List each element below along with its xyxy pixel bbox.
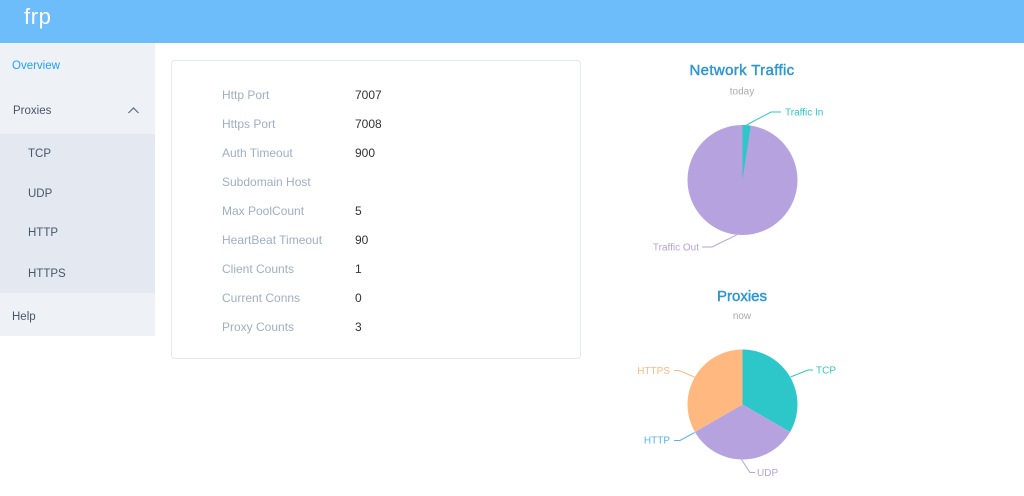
svg-text:Traffic In: Traffic In bbox=[785, 108, 823, 119]
svg-text:today: today bbox=[730, 87, 754, 98]
svg-text:UDP: UDP bbox=[757, 468, 778, 479]
svg-text:Network Traffic: Network Traffic bbox=[690, 62, 795, 79]
svg-text:HTTP: HTTP bbox=[644, 436, 670, 447]
svg-text:TCP: TCP bbox=[816, 366, 836, 377]
svg-text:HTTPS: HTTPS bbox=[637, 366, 670, 377]
svg-text:Traffic Out: Traffic Out bbox=[653, 243, 699, 254]
svg-text:now: now bbox=[733, 311, 752, 322]
svg-text:Proxies: Proxies bbox=[717, 288, 767, 305]
